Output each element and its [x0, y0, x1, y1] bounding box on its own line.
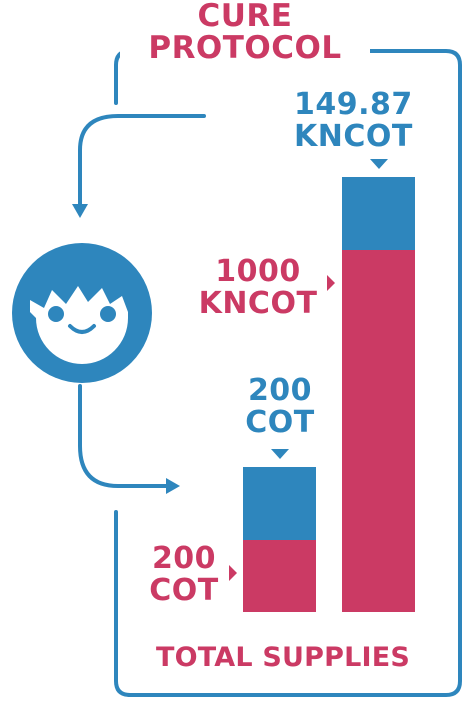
title-line-1: CURE — [197, 0, 293, 34]
bar-large-side-label: 1000 KNCOT — [190, 256, 326, 320]
pointer-right-large — [327, 275, 335, 291]
diagram-title: CURE PROTOCOL — [120, 0, 370, 64]
bar-small-side-label: 200 COT — [136, 543, 232, 607]
bar-large-top-label-value: 149.87 — [294, 87, 413, 122]
bar-large-side-label-value: 1000 — [215, 254, 301, 289]
bar-small-top-label-value: 200 — [247, 373, 313, 408]
smiling-boy-face-icon — [12, 243, 152, 383]
bar-small-top-segment — [243, 467, 316, 540]
flow-arrow-bottom — [78, 384, 170, 488]
bar-large-bottom-segment — [342, 250, 415, 612]
flow-arrow-bottom-head — [166, 478, 180, 494]
flow-arrow-top-head — [72, 204, 88, 218]
bar-small-top-label: 200 COT — [220, 375, 340, 439]
bar-large-top-segment — [342, 177, 415, 250]
pointer-down-small — [271, 449, 289, 459]
bar-large-top-label: 149.87 KNCOT — [280, 89, 470, 153]
bar-small — [243, 467, 316, 612]
bar-small-side-label-value: 200 — [151, 541, 217, 576]
pointer-right-small — [229, 565, 237, 581]
bar-small-bottom-segment — [243, 540, 316, 612]
bar-small-side-label-unit: COT — [149, 573, 219, 608]
flow-arrow-top — [78, 114, 206, 210]
bar-large-side-label-unit: KNCOT — [198, 286, 318, 321]
bar-large-top-label-unit: KNCOT — [294, 119, 413, 154]
pointer-down-large — [370, 159, 388, 169]
title-line-2: PROTOCOL — [148, 30, 342, 66]
bar-large — [342, 177, 415, 612]
bar-small-top-label-unit: COT — [245, 405, 315, 440]
total-supplies-label: TOTAL SUPPLIES — [155, 642, 411, 673]
